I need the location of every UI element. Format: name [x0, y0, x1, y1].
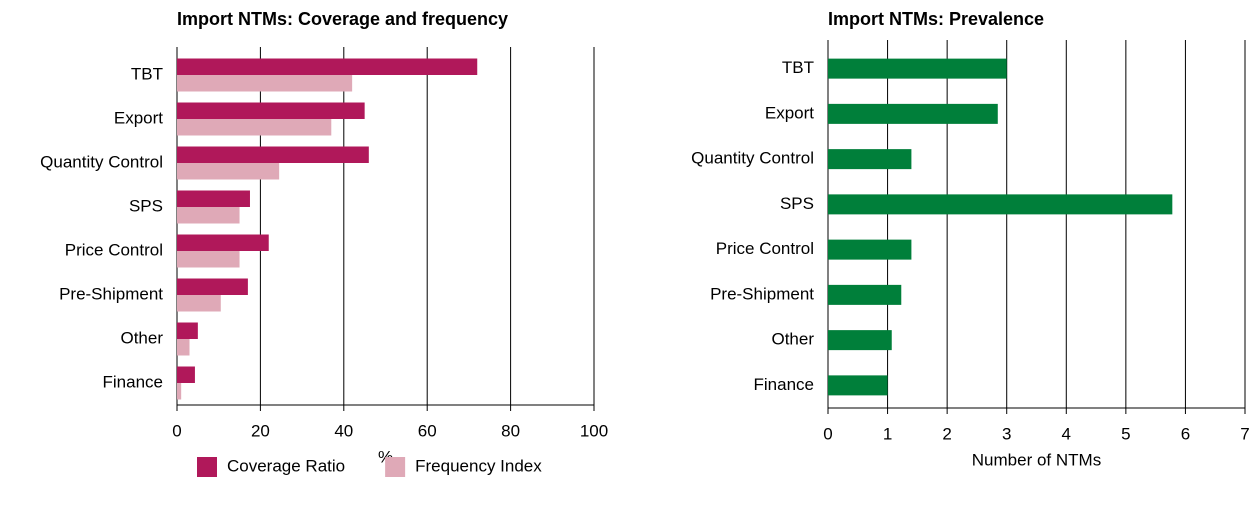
y-tick-label: Price Control — [65, 240, 163, 259]
y-tick-label: Export — [114, 108, 163, 127]
y-tick-label: Pre-Shipment — [710, 284, 814, 303]
bar — [177, 234, 269, 251]
bar — [177, 322, 198, 339]
bar — [177, 58, 478, 75]
bar — [828, 330, 892, 351]
x-tick-label: 3 — [1002, 424, 1011, 443]
bar — [177, 102, 365, 119]
bar — [828, 284, 902, 305]
x-axis-label: Number of NTMs — [972, 450, 1101, 469]
bar — [177, 295, 221, 312]
bar — [828, 239, 912, 260]
x-tick-label: 0 — [823, 424, 832, 443]
y-tick-label: Finance — [103, 372, 163, 391]
legend-swatch — [385, 457, 406, 477]
x-tick-label: 0 — [172, 421, 181, 440]
bar — [828, 149, 912, 170]
bar — [177, 207, 240, 224]
y-tick-label: Other — [120, 328, 163, 347]
bar — [177, 278, 248, 295]
bar — [177, 75, 353, 92]
bar — [177, 366, 195, 383]
chart-title: Import NTMs: Prevalence — [828, 9, 1044, 29]
x-tick-label: 100 — [580, 421, 608, 440]
x-tick-label: 4 — [1062, 424, 1071, 443]
bar — [177, 251, 240, 268]
x-tick-label: 60 — [418, 421, 437, 440]
bar — [828, 375, 888, 396]
bar — [177, 119, 332, 136]
legend-label: Coverage Ratio — [227, 456, 345, 475]
bar — [828, 58, 1007, 79]
bar — [177, 146, 369, 163]
bar — [177, 190, 250, 207]
y-tick-label: TBT — [782, 58, 814, 77]
x-tick-label: 40 — [334, 421, 353, 440]
y-tick-label: Quantity Control — [691, 149, 814, 168]
bar — [177, 163, 280, 180]
y-tick-label: Quantity Control — [40, 152, 163, 171]
legend-swatch — [197, 457, 217, 477]
x-tick-label: 1 — [883, 424, 892, 443]
y-tick-label: SPS — [129, 196, 163, 215]
x-tick-label: 20 — [251, 421, 270, 440]
bar — [828, 103, 998, 124]
chart-title: Import NTMs: Coverage and frequency — [177, 9, 508, 29]
bar — [177, 339, 190, 356]
y-tick-label: Other — [771, 330, 814, 349]
y-tick-label: TBT — [131, 64, 163, 83]
x-tick-label: 80 — [501, 421, 520, 440]
y-tick-label: Finance — [754, 375, 814, 394]
x-tick-label: 7 — [1240, 424, 1249, 443]
y-tick-label: Pre-Shipment — [59, 284, 163, 303]
x-tick-label: 5 — [1121, 424, 1130, 443]
x-tick-label: 6 — [1181, 424, 1190, 443]
bar — [828, 194, 1173, 215]
y-tick-label: SPS — [780, 194, 814, 213]
bar — [177, 383, 182, 400]
legend-label: Frequency Index — [415, 456, 542, 475]
y-tick-label: Price Control — [716, 239, 814, 258]
y-tick-label: Export — [765, 103, 814, 122]
x-tick-label: 2 — [942, 424, 951, 443]
